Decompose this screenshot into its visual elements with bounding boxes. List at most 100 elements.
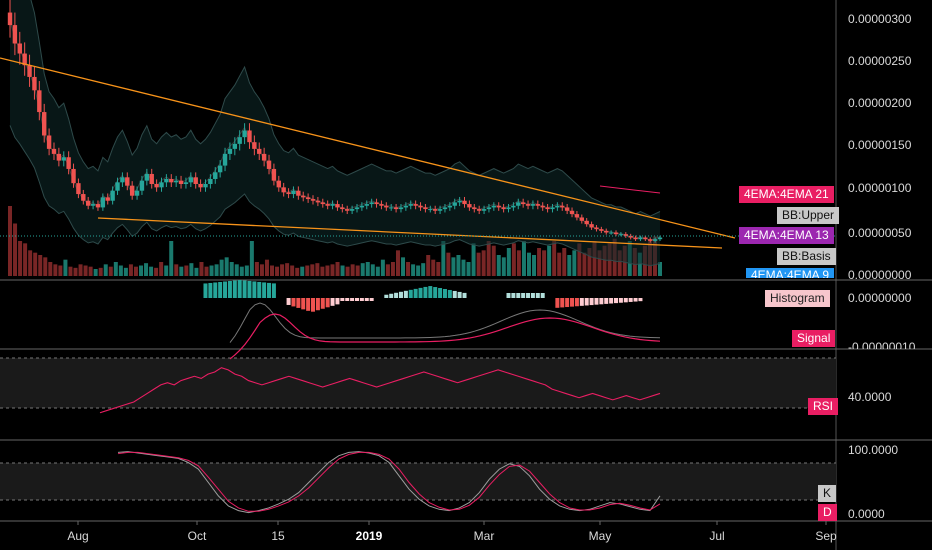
macd-histogram-bar xyxy=(511,293,516,298)
macd-histogram-bar xyxy=(389,293,394,298)
rsi-band xyxy=(0,358,836,408)
volume-bar xyxy=(244,265,249,276)
candle-body xyxy=(398,207,404,210)
candle-body xyxy=(476,209,482,211)
candle-body xyxy=(335,204,340,208)
volume-bar xyxy=(48,262,53,276)
candle-body xyxy=(643,237,648,240)
candle-body xyxy=(66,157,71,169)
volume-bar xyxy=(159,262,164,276)
macd-histogram-bar xyxy=(618,298,623,303)
volume-bar xyxy=(436,262,441,276)
volume-bar xyxy=(214,264,219,276)
candle-body xyxy=(134,190,140,196)
candle-body xyxy=(437,209,443,211)
volume-bar xyxy=(461,259,466,276)
volume-bar xyxy=(78,264,83,276)
candle-body xyxy=(442,207,448,210)
volume-bar xyxy=(562,248,567,276)
volume-bar xyxy=(532,255,537,276)
volume-bar xyxy=(385,264,390,276)
macd-histogram-bar xyxy=(560,298,565,308)
candle-body xyxy=(545,207,550,210)
candle-body xyxy=(393,207,399,210)
candle-body xyxy=(301,195,306,198)
candle-body xyxy=(105,197,110,201)
candle-body xyxy=(183,182,189,184)
candle-body xyxy=(564,207,570,211)
macd-histogram-bar xyxy=(628,298,633,302)
stoch-d-line xyxy=(117,451,661,512)
volume-bar xyxy=(88,266,93,276)
candle-body xyxy=(550,207,555,210)
macd-histogram-bar xyxy=(311,298,316,312)
volume-bar xyxy=(300,266,305,276)
candle-body xyxy=(51,148,57,154)
macd-histogram-bar xyxy=(306,298,311,311)
volume-bar xyxy=(149,266,154,276)
macd-histogram-bar xyxy=(208,282,213,298)
tag-stoch-d: D xyxy=(818,504,837,521)
candle-body xyxy=(520,202,526,205)
macd-histogram-bar xyxy=(555,298,560,308)
macd-histogram-bar xyxy=(325,298,330,308)
macd-histogram-bar xyxy=(359,298,364,301)
price-ytick-6: 0.00000000 xyxy=(848,268,912,282)
macd-ytick-0: 0.00000000 xyxy=(848,291,912,305)
macd-histogram-bar xyxy=(223,281,228,298)
candle-body xyxy=(345,209,350,211)
volume-bar xyxy=(23,243,28,276)
volume-bar xyxy=(8,206,12,276)
volume-bar xyxy=(249,241,254,276)
volume-bar xyxy=(506,248,511,276)
price-ytick-3: 0.00000150 xyxy=(848,138,912,152)
volume-bar xyxy=(542,250,547,276)
volume-bar xyxy=(108,266,113,276)
macd-histogram-bar xyxy=(594,298,599,305)
candle-body xyxy=(325,204,330,206)
candle-body xyxy=(369,202,374,205)
rsi-ytick-0: 40.0000 xyxy=(848,390,892,404)
candle-body xyxy=(159,182,164,188)
volume-bar xyxy=(602,245,607,276)
signal-line xyxy=(229,313,661,360)
macd-histogram-bar xyxy=(452,290,457,298)
candle-body xyxy=(296,190,301,196)
volume-bar xyxy=(204,266,209,276)
candle-body xyxy=(178,180,184,184)
candle-body xyxy=(315,200,321,203)
volume-bar xyxy=(421,263,426,276)
stoch-band xyxy=(0,463,836,500)
candle-body xyxy=(579,217,585,221)
candle-body xyxy=(110,190,115,201)
candle-body xyxy=(472,207,477,210)
candle-body xyxy=(452,202,457,206)
candle-body xyxy=(173,180,179,183)
macd-histogram-bar xyxy=(315,298,320,311)
volume-bar xyxy=(557,252,562,276)
volume-bar xyxy=(592,241,597,276)
volume-bar xyxy=(310,264,315,276)
volume-bar xyxy=(320,266,325,276)
volume-bar xyxy=(33,252,38,276)
candle-body xyxy=(193,177,198,184)
volume-bar xyxy=(123,267,128,276)
volume-bar xyxy=(521,241,526,276)
candle-body xyxy=(90,204,96,206)
volume-bar xyxy=(511,243,516,276)
volume-bar xyxy=(174,264,179,276)
macd-histogram-bar xyxy=(413,288,418,298)
candle-body xyxy=(633,237,638,240)
macd-histogram-bar xyxy=(584,298,589,306)
volume-bar xyxy=(537,248,542,276)
volume-bar xyxy=(139,265,144,276)
macd-histogram-bar xyxy=(565,298,570,308)
candle-body xyxy=(81,194,86,201)
volume-bar xyxy=(128,264,133,276)
volume-bar xyxy=(164,265,169,276)
candle-body xyxy=(266,160,272,169)
volume-bar xyxy=(184,265,189,276)
xtick-oct: Oct xyxy=(187,529,207,543)
